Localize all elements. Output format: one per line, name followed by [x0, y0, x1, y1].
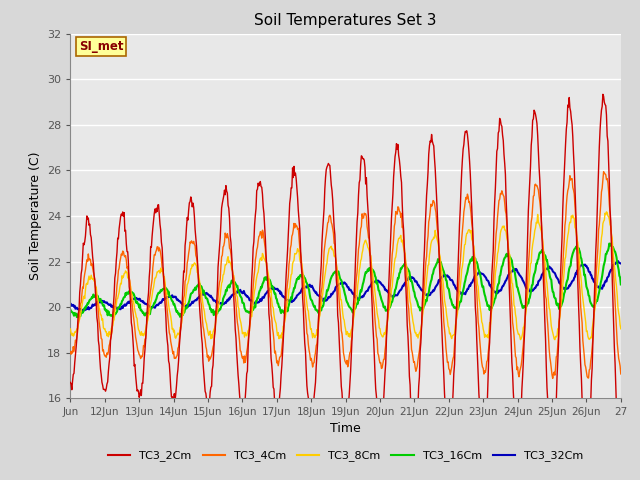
TC3_16Cm	[188, 290, 196, 296]
TC3_4Cm	[515, 371, 522, 377]
TC3_2Cm	[515, 439, 522, 444]
Line: TC3_2Cm: TC3_2Cm	[70, 94, 621, 457]
Title: Soil Temperatures Set 3: Soil Temperatures Set 3	[254, 13, 437, 28]
TC3_4Cm	[67, 349, 74, 355]
TC3_8Cm	[462, 234, 470, 240]
TC3_2Cm	[462, 129, 470, 135]
TC3_4Cm	[600, 169, 607, 175]
TC3_8Cm	[551, 337, 559, 343]
TC3_32Cm	[143, 301, 150, 307]
TC3_8Cm	[531, 228, 539, 233]
TC3_2Cm	[67, 380, 74, 385]
TC3_32Cm	[617, 261, 625, 266]
Line: TC3_32Cm: TC3_32Cm	[70, 261, 621, 311]
TC3_2Cm	[531, 109, 539, 115]
TC3_16Cm	[67, 307, 74, 312]
TC3_32Cm	[515, 271, 523, 277]
TC3_16Cm	[617, 282, 625, 288]
TC3_16Cm	[74, 314, 82, 320]
Y-axis label: Soil Temperature (C): Soil Temperature (C)	[29, 152, 42, 280]
Line: TC3_16Cm: TC3_16Cm	[70, 243, 621, 317]
TC3_32Cm	[463, 288, 470, 294]
TC3_16Cm	[607, 240, 615, 246]
X-axis label: Time: Time	[330, 421, 361, 434]
TC3_8Cm	[75, 318, 83, 324]
Line: TC3_8Cm: TC3_8Cm	[70, 212, 621, 340]
TC3_2Cm	[75, 307, 83, 313]
Legend: TC3_2Cm, TC3_4Cm, TC3_8Cm, TC3_16Cm, TC3_32Cm: TC3_2Cm, TC3_4Cm, TC3_8Cm, TC3_16Cm, TC3…	[104, 446, 588, 466]
TC3_4Cm	[531, 182, 539, 188]
TC3_4Cm	[549, 375, 557, 381]
TC3_8Cm	[617, 326, 625, 332]
TC3_32Cm	[79, 308, 87, 314]
TC3_32Cm	[67, 300, 74, 306]
TC3_16Cm	[143, 310, 150, 316]
TC3_8Cm	[603, 209, 611, 215]
TC3_4Cm	[142, 336, 150, 342]
TC3_2Cm	[188, 197, 195, 203]
TC3_4Cm	[75, 316, 83, 322]
TC3_8Cm	[188, 265, 195, 271]
TC3_8Cm	[67, 326, 74, 332]
TC3_32Cm	[532, 285, 540, 291]
TC3_32Cm	[188, 299, 196, 304]
TC3_2Cm	[142, 337, 150, 343]
TC3_8Cm	[515, 331, 522, 337]
Text: SI_met: SI_met	[79, 40, 123, 53]
Line: TC3_4Cm: TC3_4Cm	[70, 172, 621, 378]
TC3_16Cm	[515, 291, 523, 297]
TC3_16Cm	[76, 312, 84, 318]
TC3_4Cm	[617, 371, 625, 377]
TC3_32Cm	[75, 307, 83, 313]
TC3_8Cm	[142, 326, 150, 332]
TC3_4Cm	[188, 238, 195, 244]
TC3_16Cm	[532, 267, 540, 273]
TC3_32Cm	[614, 258, 622, 264]
TC3_2Cm	[599, 91, 607, 97]
TC3_4Cm	[462, 194, 470, 200]
TC3_16Cm	[463, 272, 470, 277]
TC3_2Cm	[617, 455, 625, 460]
